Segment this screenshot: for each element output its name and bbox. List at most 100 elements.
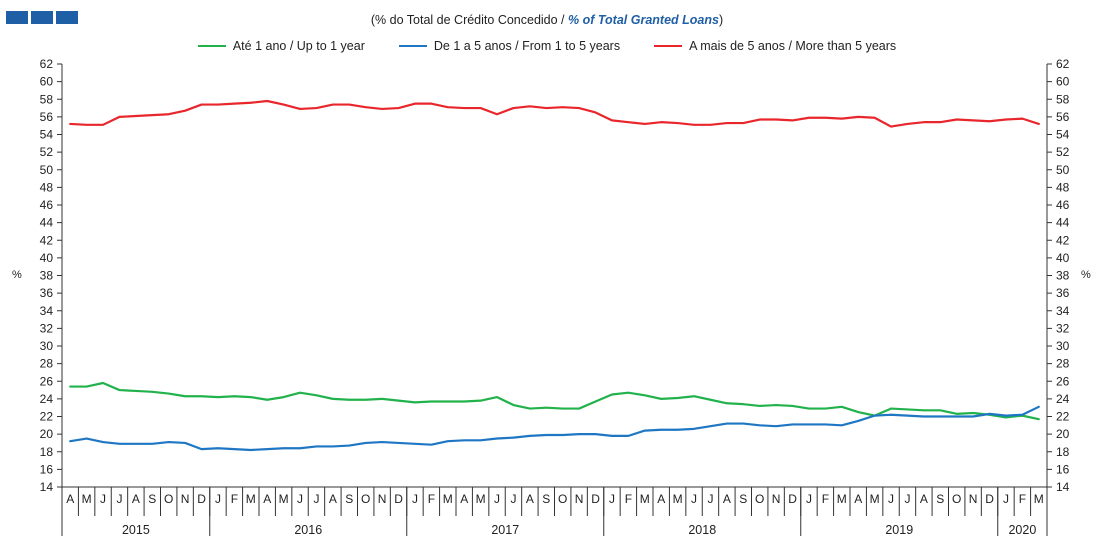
y-tick-label-right: 58 [1056, 92, 1070, 106]
month-label: A [263, 492, 271, 506]
month-label: M [246, 492, 256, 506]
y-tick-label-right: 42 [1056, 233, 1070, 247]
month-label: J [707, 492, 713, 506]
y-tick-label-right: 22 [1056, 410, 1070, 424]
y-tick-label-right: 28 [1056, 357, 1070, 371]
y-tick-label-right: 40 [1056, 251, 1070, 265]
logo [6, 11, 78, 24]
legend-item: A mais de 5 anos / More than 5 years [654, 39, 896, 53]
series-line [69, 405, 1040, 452]
y-tick-label-right: 48 [1056, 180, 1070, 194]
month-label: N [772, 492, 781, 506]
y-tick-label-left: 30 [40, 339, 54, 353]
y-tick-label-right: 14 [1056, 480, 1070, 494]
month-label: A [657, 492, 665, 506]
y-tick-label-left: 54 [40, 128, 54, 142]
month-label: J [215, 492, 221, 506]
logo-block [56, 11, 78, 24]
y-tick-label-right: 26 [1056, 374, 1070, 388]
month-label: J [691, 492, 697, 506]
y-tick-label-left: 52 [40, 145, 54, 159]
month-label: S [739, 492, 747, 506]
month-label: M [476, 492, 486, 506]
y-tick-label-left: 14 [40, 480, 54, 494]
month-label: S [345, 492, 353, 506]
month-label: M [673, 492, 683, 506]
y-tick-label-right: 38 [1056, 269, 1070, 283]
month-label: J [116, 492, 122, 506]
month-label: S [148, 492, 156, 506]
month-label: J [510, 492, 516, 506]
y-tick-label-left: 18 [40, 445, 54, 459]
month-label: S [936, 492, 944, 506]
month-label: M [640, 492, 650, 506]
year-label: 2015 [122, 523, 150, 536]
month-label: M [837, 492, 847, 506]
month-label: F [625, 492, 632, 506]
year-label: 2020 [1008, 523, 1036, 536]
month-label: A [460, 492, 468, 506]
month-label: A [66, 492, 74, 506]
month-label: D [591, 492, 600, 506]
y-tick-label-right: 60 [1056, 75, 1070, 89]
legend-swatch-blue [398, 44, 427, 48]
month-label: N [575, 492, 584, 506]
legend-label: De 1 a 5 anos / From 1 to 5 years [433, 39, 621, 53]
series-line [69, 381, 1040, 421]
year-label: 2017 [491, 523, 519, 536]
month-label: M [279, 492, 289, 506]
y-tick-label-right: 62 [1056, 57, 1070, 71]
series-line [69, 99, 1040, 128]
chart-title-close: ) [718, 13, 724, 27]
month-label: N [969, 492, 978, 506]
y-tick-label-left: 46 [40, 198, 54, 212]
legend-label: A mais de 5 anos / More than 5 years [689, 39, 897, 53]
legend: Até 1 ano / Up to 1 year De 1 a 5 anos /… [0, 39, 1094, 53]
legend-item: De 1 a 5 anos / From 1 to 5 years [398, 39, 621, 53]
legend-swatch-green [197, 44, 226, 48]
y-tick-label-left: 32 [40, 321, 54, 335]
month-label: M [1034, 492, 1044, 506]
y-tick-label-left: 48 [40, 180, 54, 194]
month-label: M [443, 492, 453, 506]
month-label: D [788, 492, 797, 506]
y-tick-label-left: 20 [40, 427, 54, 441]
y-tick-label-left: 34 [40, 304, 54, 318]
y-tick-label-right: 34 [1056, 304, 1070, 318]
y-tick-label-left: 26 [40, 374, 54, 388]
month-label: N [378, 492, 387, 506]
chart-title-en: % of Total Granted Loans [568, 13, 719, 27]
month-label: O [952, 492, 961, 506]
month-label: D [985, 492, 994, 506]
month-label: J [100, 492, 106, 506]
month-label: A [526, 492, 534, 506]
y-tick-label-left: 62 [40, 57, 54, 71]
month-label: S [542, 492, 550, 506]
y-tick-label-left: 24 [40, 392, 54, 406]
logo-block [6, 11, 28, 24]
month-label: J [888, 492, 894, 506]
y-tick-label-right: 44 [1056, 216, 1070, 230]
month-label: O [164, 492, 173, 506]
legend-item: Até 1 ano / Up to 1 year [197, 39, 365, 53]
month-label: J [313, 492, 319, 506]
month-label: A [723, 492, 731, 506]
month-label: O [755, 492, 764, 506]
month-label: F [822, 492, 829, 506]
y-tick-label-right: 24 [1056, 392, 1070, 406]
y-tick-label-left: 60 [40, 75, 54, 89]
legend-swatch-red [654, 44, 683, 48]
y-tick-label-right: 18 [1056, 445, 1070, 459]
y-tick-label-left: 58 [40, 92, 54, 106]
y-tick-label-left: 16 [40, 462, 54, 476]
month-label: O [361, 492, 370, 506]
y-tick-label-right: 36 [1056, 286, 1070, 300]
right-axis-unit: % [1081, 269, 1091, 281]
month-label: J [412, 492, 418, 506]
y-tick-label-right: 56 [1056, 110, 1070, 124]
month-label: M [82, 492, 92, 506]
month-label: J [297, 492, 303, 506]
month-label: A [132, 492, 140, 506]
month-label: N [181, 492, 190, 506]
